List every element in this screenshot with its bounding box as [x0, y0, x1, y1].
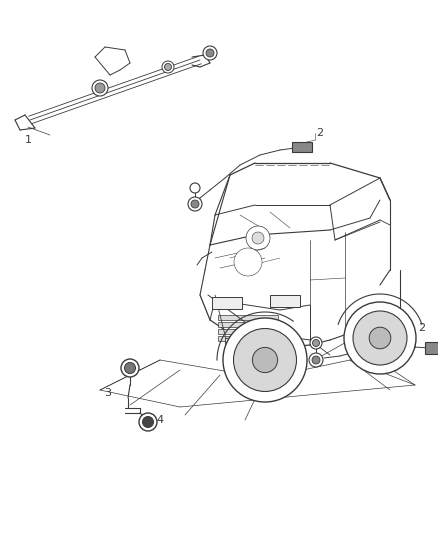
- Circle shape: [233, 328, 297, 392]
- Circle shape: [252, 348, 278, 373]
- Bar: [292, 142, 312, 152]
- Circle shape: [92, 80, 108, 96]
- Circle shape: [95, 83, 105, 93]
- Circle shape: [252, 232, 264, 244]
- Bar: [225, 338, 245, 346]
- Circle shape: [353, 311, 407, 365]
- Bar: [218, 329, 278, 334]
- Circle shape: [188, 197, 202, 211]
- Text: 3: 3: [105, 388, 112, 398]
- Bar: [212, 297, 242, 309]
- Bar: [425, 342, 438, 354]
- Circle shape: [234, 248, 262, 276]
- Bar: [270, 295, 300, 307]
- Circle shape: [139, 413, 157, 431]
- Circle shape: [124, 362, 135, 374]
- Text: 4: 4: [156, 415, 163, 425]
- Circle shape: [191, 200, 199, 208]
- Circle shape: [309, 353, 323, 367]
- Text: 2: 2: [418, 323, 426, 333]
- Circle shape: [310, 337, 322, 349]
- Circle shape: [142, 416, 153, 427]
- Circle shape: [246, 226, 270, 250]
- Bar: [218, 336, 278, 341]
- Circle shape: [344, 302, 416, 374]
- Text: 1: 1: [25, 135, 32, 145]
- Circle shape: [312, 340, 319, 346]
- Circle shape: [162, 61, 174, 73]
- Circle shape: [223, 318, 307, 402]
- Bar: [218, 315, 278, 320]
- Circle shape: [312, 356, 320, 364]
- Circle shape: [190, 183, 200, 193]
- Circle shape: [203, 46, 217, 60]
- Circle shape: [121, 359, 139, 377]
- Text: 2: 2: [316, 128, 324, 138]
- Bar: [218, 322, 278, 327]
- Circle shape: [206, 49, 214, 57]
- Circle shape: [369, 327, 391, 349]
- Circle shape: [165, 63, 172, 70]
